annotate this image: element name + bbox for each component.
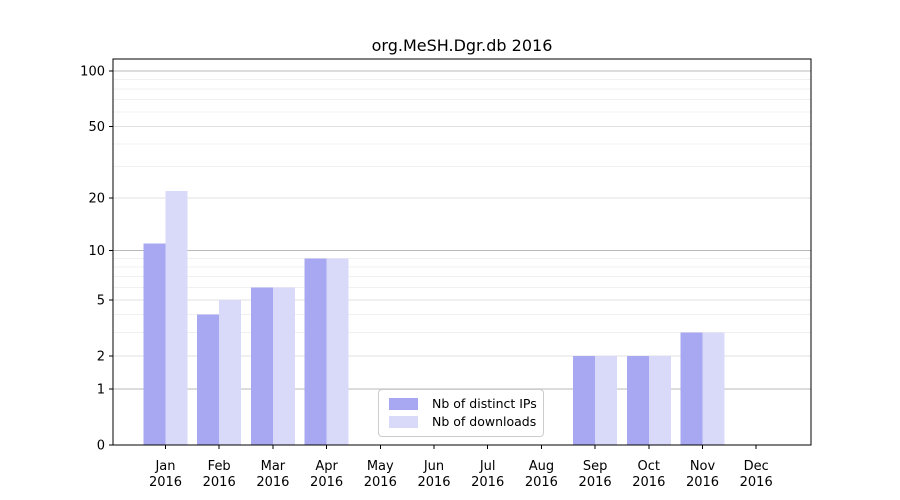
x-tick-label-year: 2016 xyxy=(203,475,236,490)
bars xyxy=(143,190,725,445)
x-tick-label-month: Dec xyxy=(744,459,769,474)
legend-swatch-distinct-ips xyxy=(389,398,418,410)
bar-feb-downloads xyxy=(219,299,242,445)
y-tick-label: 1 xyxy=(97,382,105,397)
bar-apr-distinct-ips xyxy=(304,258,327,445)
bar-oct-downloads xyxy=(648,355,671,445)
legend-entry-downloads: Nb of downloads xyxy=(389,414,537,429)
bar-mar-downloads xyxy=(272,287,295,445)
legend-label-downloads: Nb of downloads xyxy=(432,414,537,429)
y-tick-label: 20 xyxy=(88,192,105,207)
x-tick-label-year: 2016 xyxy=(364,475,397,490)
x-tick-label-year: 2016 xyxy=(579,475,612,490)
x-tick-label-month: Sep xyxy=(583,459,608,474)
x-tick-label-year: 2016 xyxy=(471,475,504,490)
bar-sep-distinct-ips xyxy=(573,355,596,445)
bar-sep-downloads xyxy=(595,355,618,445)
minor-gridlines xyxy=(113,78,811,334)
x-tick-label-year: 2016 xyxy=(417,475,450,490)
bar-nov-distinct-ips xyxy=(680,332,703,445)
x-tick-label-year: 2016 xyxy=(256,475,289,490)
x-tick-label-year: 2016 xyxy=(632,475,665,490)
x-tick-label-month: Jun xyxy=(423,459,444,474)
bar-oct-distinct-ips xyxy=(626,355,649,445)
bar-mar-distinct-ips xyxy=(250,287,273,445)
bar-feb-distinct-ips xyxy=(197,314,220,445)
legend-entry-distinct-ips: Nb of distinct IPs xyxy=(389,397,537,411)
bar-jan-downloads xyxy=(165,190,188,445)
bar-jan-distinct-ips xyxy=(143,243,166,445)
legend-label-distinct-ips: Nb of distinct IPs xyxy=(432,396,537,411)
x-tick-label-year: 2016 xyxy=(525,475,558,490)
x-tick-label-year: 2016 xyxy=(686,475,719,490)
y-tick-label: 10 xyxy=(88,244,105,259)
x-tick-label-year: 2016 xyxy=(149,475,182,490)
x-tick-label-month: May xyxy=(367,459,394,474)
x-tick-label-month: Apr xyxy=(315,459,338,474)
x-tick-label-month: Aug xyxy=(529,459,554,474)
plot-border xyxy=(112,58,812,446)
x-axis-ticks: Jan2016Feb2016Mar2016Apr2016May2016Jun20… xyxy=(149,445,773,490)
legend-swatch-downloads xyxy=(389,416,418,428)
y-tick-label: 100 xyxy=(80,64,105,79)
y-tick-label: 5 xyxy=(97,293,105,308)
x-tick-label-month: Nov xyxy=(690,459,716,474)
x-tick-label-month: Jan xyxy=(154,459,175,474)
y-tick-label: 0 xyxy=(97,439,105,454)
y-axis-ticks: 0 1 2 5 10 20 50 100 xyxy=(80,64,113,454)
bar-nov-downloads xyxy=(702,332,725,445)
x-tick-label-year: 2016 xyxy=(740,475,773,490)
x-tick-label-month: Mar xyxy=(261,459,286,474)
y-tick-label: 2 xyxy=(97,349,105,364)
bar-apr-downloads xyxy=(326,258,349,445)
x-tick-label-month: Feb xyxy=(208,459,231,474)
legend: Nb of distinct IPs Nb of downloads xyxy=(378,389,544,437)
y-tick-label: 50 xyxy=(88,120,105,135)
x-tick-label-month: Oct xyxy=(638,459,660,474)
chart-title: org.MeSH.Dgr.db 2016 xyxy=(372,36,553,55)
x-tick-label-year: 2016 xyxy=(310,475,343,490)
x-tick-label-month: Jul xyxy=(479,459,496,474)
